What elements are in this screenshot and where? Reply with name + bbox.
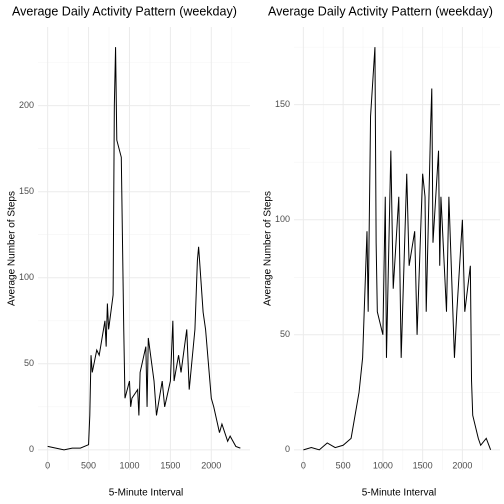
chart-title: Average Daily Activity Pattern (weekday)	[12, 4, 237, 18]
x-tick-label: 500	[336, 460, 351, 470]
x-axis-label: 5-Minute Interval	[362, 488, 436, 499]
y-axis-label: Average Number of Steps	[263, 191, 274, 306]
y-tick-label: 200	[19, 100, 34, 110]
y-tick-label: 100	[19, 272, 34, 282]
y-tick-label: 100	[275, 214, 290, 224]
x-tick-label: 1000	[373, 460, 393, 470]
y-tick-label: 0	[285, 444, 290, 454]
x-tick-label: 500	[81, 460, 96, 470]
line	[47, 47, 241, 451]
x-tick-label: 2000	[201, 460, 221, 470]
y-tick-label: 50	[24, 358, 34, 368]
y-axis-label: Average Number of Steps	[7, 191, 18, 306]
y-tick-label: 150	[275, 99, 290, 109]
chart-title: Average Daily Activity Pattern (weekday)	[268, 4, 493, 18]
y-tick-label: 0	[29, 444, 34, 454]
x-tick-label: 0	[45, 460, 50, 470]
x-tick-label: 1500	[413, 460, 433, 470]
y-tick-label: 50	[280, 329, 290, 339]
x-tick-label: 1500	[160, 460, 180, 470]
x-tick-label: 1000	[119, 460, 139, 470]
y-tick-label: 150	[19, 186, 34, 196]
x-tick-label: 2000	[452, 460, 472, 470]
x-axis-label: 5-Minute Interval	[109, 488, 183, 499]
x-tick-label: 0	[301, 460, 306, 470]
line	[303, 47, 492, 451]
